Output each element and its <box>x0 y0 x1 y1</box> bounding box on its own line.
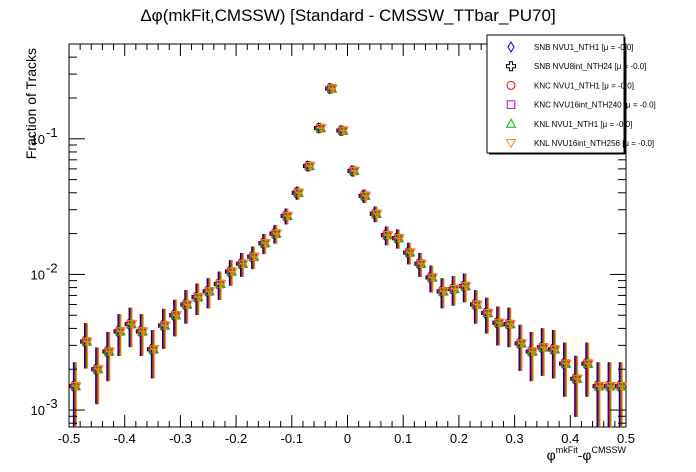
data-point <box>483 308 494 319</box>
legend-box <box>486 34 625 154</box>
data-point <box>238 259 249 270</box>
data-point <box>215 280 227 290</box>
y-tick-label: 10 <box>31 403 45 418</box>
data-point <box>538 343 550 353</box>
data-point <box>572 374 584 385</box>
x-tick-label: -0.5 <box>58 431 80 446</box>
data-point <box>371 209 383 220</box>
legend-marker <box>506 100 516 109</box>
legend-label: KNL NVU16int_NTH256 [μ = -0.0] <box>534 139 654 148</box>
data-point <box>82 337 93 348</box>
data-point <box>594 382 606 392</box>
x-tick-label: 0.3 <box>506 431 524 446</box>
data-point <box>137 327 149 337</box>
data-point <box>148 345 160 355</box>
legend-marker <box>506 80 516 90</box>
legend-item: SNB NVU1_NTH1 [μ = -0.0] <box>507 41 634 53</box>
legend-label: SNB NVU1_NTH1 [μ = -0.0] <box>534 43 634 52</box>
legend-item: SNB NVU8int_NTH24 [μ = -0.0] <box>506 61 646 72</box>
data-point <box>126 320 138 330</box>
x-tick-label: 0 <box>344 431 351 446</box>
data-point <box>438 287 450 297</box>
data-series <box>71 84 628 427</box>
legend-label: KNC NVU1_NTH1 [μ = -0.0] <box>534 81 634 90</box>
legend-item: KNL NVU1_NTH1 [μ = -0.0] <box>505 118 632 129</box>
data-point <box>327 84 338 94</box>
data-point <box>527 347 539 358</box>
data-point <box>226 267 238 278</box>
data-point <box>416 259 428 270</box>
y-tick-exponent: -3 <box>46 396 58 411</box>
data-point <box>460 282 472 292</box>
data-point <box>249 252 260 263</box>
legend-label: KNL NVU1_NTH1 [μ = -0.0] <box>534 120 632 129</box>
y-tick-exponent: -2 <box>46 260 58 275</box>
data-layer <box>68 82 628 427</box>
data-point <box>182 300 194 311</box>
legend-marker <box>505 118 517 128</box>
data-point <box>449 285 461 295</box>
legend-marker <box>506 61 516 72</box>
x-tick-label: 0.4 <box>561 431 579 446</box>
legend-marker <box>505 139 517 149</box>
data-point <box>583 359 595 370</box>
data-point <box>494 318 506 329</box>
data-point <box>505 320 517 330</box>
x-tick-label: -0.3 <box>169 431 191 446</box>
x-axis-title: φmkFit-φCMSSW <box>547 445 627 463</box>
data-point <box>349 166 361 177</box>
x-tick-label: 0.2 <box>450 431 468 446</box>
axis-layer: -0.5 -0.4 -0.3 -0.2 -0.1 0 0.1 0.2 0.3 0.4 0.510 -3… <box>23 43 635 463</box>
data-point <box>550 345 561 355</box>
y-axis-title: Fraction of Tracks <box>23 48 39 159</box>
data-point <box>271 229 283 240</box>
data-point <box>104 347 116 358</box>
data-point <box>293 188 305 199</box>
data-point <box>394 234 405 244</box>
legend-marker <box>507 41 515 53</box>
data-point <box>427 273 439 283</box>
data-point <box>316 124 327 134</box>
data-point <box>561 359 572 370</box>
legend-label: KNC NVU16int_NTH240 [μ = -0.0] <box>534 101 656 110</box>
data-point <box>382 231 394 241</box>
data-point <box>71 382 82 392</box>
x-tick-label: -0.1 <box>281 431 303 446</box>
data-point <box>516 339 528 349</box>
legend: SNB NVU1_NTH1 [μ = -0.0] SNB NVU8int_NTH2… <box>486 34 656 155</box>
legend-item: KNL NVU16int_NTH256 [μ = -0.0] <box>505 139 654 149</box>
data-point <box>160 321 171 332</box>
x-tick-label: 0.1 <box>394 431 412 446</box>
legend-label: SNB NVU8int_NTH24 [μ = -0.0] <box>534 62 646 71</box>
data-point <box>405 248 416 259</box>
x-tick-label: -0.4 <box>113 431 135 446</box>
x-tick-label: -0.2 <box>225 431 247 446</box>
data-point <box>338 126 350 137</box>
legend-item: KNC NVU1_NTH1 [μ = -0.0] <box>506 80 634 90</box>
data-point <box>616 382 628 392</box>
y-tick-label: 10 <box>31 132 45 147</box>
chart-title: Δφ(mkFit,CMSSW) [Standard - CMSSW_TTbar_… <box>140 6 556 25</box>
data-point <box>282 211 294 222</box>
legend-item: KNC NVU16int_NTH240 [μ = -0.0] <box>506 100 656 110</box>
data-point <box>171 311 182 321</box>
data-point <box>93 365 105 375</box>
data-point <box>260 239 272 249</box>
data-point <box>304 162 316 172</box>
data-point <box>360 191 372 202</box>
y-tick-exponent: -1 <box>46 125 58 140</box>
x-tick-label: 0.5 <box>617 431 635 446</box>
y-tick-label: 10 <box>31 267 45 282</box>
data-point <box>472 300 483 311</box>
data-point <box>115 327 127 337</box>
data-point <box>605 382 617 392</box>
data-point <box>204 287 216 297</box>
data-point <box>193 293 205 303</box>
